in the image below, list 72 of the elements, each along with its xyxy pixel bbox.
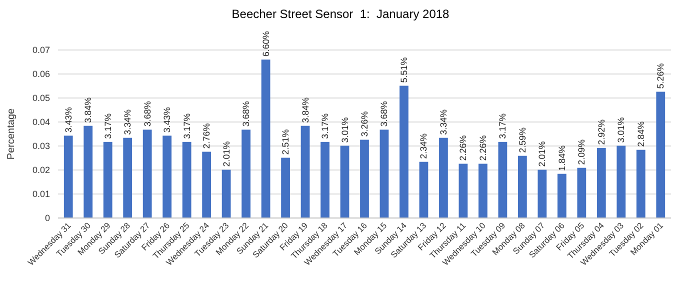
y-tick-label: 0 <box>44 213 50 224</box>
data-label: 2.34% <box>418 133 429 159</box>
y-tick-label: 0.06 <box>32 69 50 80</box>
data-label: 3.17% <box>182 113 192 139</box>
data-label: 3.68% <box>379 101 390 127</box>
data-label: 2.01% <box>221 141 232 167</box>
data-label: 3.43% <box>63 107 74 133</box>
data-label: 1.84% <box>556 145 567 171</box>
data-label: 6.60% <box>260 31 271 57</box>
bar <box>498 142 508 218</box>
y-tick-label: 0.01 <box>32 189 50 200</box>
y-tick-label: 0.02 <box>32 165 50 176</box>
y-tick-label: 0.04 <box>32 117 50 128</box>
data-label: 2.01% <box>537 141 548 167</box>
bar <box>340 146 350 218</box>
data-label: 2.59% <box>517 127 528 153</box>
data-label: 2.84% <box>636 121 646 147</box>
data-label: 3.84% <box>300 97 310 123</box>
data-label: 3.01% <box>616 117 626 143</box>
data-label: 3.26% <box>360 111 370 137</box>
bar <box>538 170 547 218</box>
bar <box>380 130 389 218</box>
data-label: 2.92% <box>596 119 606 145</box>
bar <box>142 130 152 218</box>
bar <box>577 168 586 218</box>
y-tick-label: 0.03 <box>32 141 50 152</box>
data-label: 2.51% <box>280 129 291 155</box>
data-label: 3.17% <box>320 113 330 139</box>
bar <box>518 156 527 218</box>
bar <box>222 170 231 218</box>
bar <box>242 130 250 218</box>
data-label: 3.68% <box>241 101 252 127</box>
data-label: 3.84% <box>83 97 94 123</box>
data-label: 3.01% <box>340 117 350 143</box>
bar <box>202 152 212 218</box>
bar <box>162 136 172 218</box>
bar <box>123 138 132 218</box>
bar <box>419 162 428 218</box>
data-label: 2.76% <box>202 123 212 149</box>
bar <box>400 86 408 218</box>
data-label: 3.43% <box>162 107 172 133</box>
bar <box>478 164 488 218</box>
data-label: 3.34% <box>438 109 448 135</box>
bar <box>182 142 192 218</box>
data-label: 5.51% <box>398 57 409 83</box>
bar <box>281 158 290 218</box>
bar <box>300 126 310 218</box>
bar <box>261 60 270 218</box>
bar <box>439 138 448 218</box>
bar <box>557 174 566 218</box>
data-label: 3.34% <box>122 109 133 135</box>
bar <box>103 142 112 218</box>
bar <box>320 142 330 218</box>
bar <box>656 92 666 218</box>
bar <box>458 164 468 218</box>
y-tick-label: 0.05 <box>32 93 50 104</box>
data-label: 2.26% <box>478 135 488 161</box>
bar <box>64 136 73 218</box>
bar <box>636 150 646 218</box>
data-label: 2.26% <box>458 135 468 161</box>
chart-title: Beecher Street Sensor 1: January 2018 <box>232 7 450 21</box>
data-label: 3.68% <box>142 101 152 127</box>
data-label: 3.17% <box>498 113 508 139</box>
data-label: 2.09% <box>576 139 587 165</box>
y-tick-label: 0.07 <box>32 45 50 56</box>
bar <box>596 148 606 218</box>
y-axis-title: Percentage <box>6 108 17 160</box>
bar <box>616 146 626 218</box>
bar <box>360 140 369 218</box>
data-label: 3.17% <box>102 113 113 139</box>
bar <box>84 126 93 218</box>
data-label: 5.26% <box>656 63 666 89</box>
